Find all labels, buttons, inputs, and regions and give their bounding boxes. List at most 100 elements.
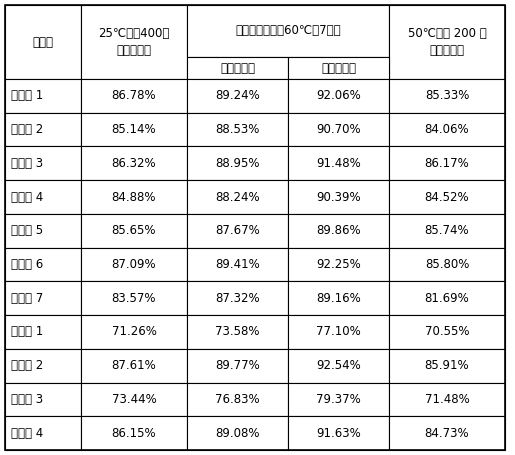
Bar <box>389 113 505 147</box>
Bar <box>288 113 389 147</box>
Bar <box>288 214 389 248</box>
Bar <box>81 214 187 248</box>
Bar <box>5 383 81 416</box>
Text: 实施例 1: 实施例 1 <box>11 89 43 102</box>
Text: 86.32%: 86.32% <box>112 157 157 170</box>
Text: 91.63%: 91.63% <box>316 427 361 440</box>
Bar <box>187 180 288 214</box>
Bar <box>389 416 505 450</box>
Text: 70.55%: 70.55% <box>425 325 469 339</box>
Bar <box>187 383 288 416</box>
Text: 92.25%: 92.25% <box>316 258 361 271</box>
Bar <box>187 79 288 113</box>
Text: 89.41%: 89.41% <box>215 258 260 271</box>
Text: 92.06%: 92.06% <box>316 89 361 102</box>
Bar <box>81 248 187 281</box>
Text: 86.78%: 86.78% <box>112 89 157 102</box>
Text: 实施例 7: 实施例 7 <box>11 292 43 305</box>
Text: 85.91%: 85.91% <box>425 359 469 372</box>
Bar <box>5 315 81 349</box>
Text: 71.48%: 71.48% <box>425 393 469 406</box>
Text: 对比例 3: 对比例 3 <box>11 393 43 406</box>
Text: 88.95%: 88.95% <box>215 157 260 170</box>
Bar <box>389 281 505 315</box>
Text: 87.09%: 87.09% <box>112 258 157 271</box>
Bar <box>288 315 389 349</box>
Bar <box>81 147 187 180</box>
Text: 89.24%: 89.24% <box>215 89 260 102</box>
Bar <box>5 180 81 214</box>
Text: 85.65%: 85.65% <box>112 224 156 237</box>
Text: 实施例 3: 实施例 3 <box>11 157 43 170</box>
Bar <box>5 349 81 383</box>
Bar <box>389 79 505 113</box>
Text: 84.06%: 84.06% <box>425 123 469 136</box>
Text: 89.86%: 89.86% <box>316 224 361 237</box>
Text: 86.15%: 86.15% <box>112 427 157 440</box>
Text: 89.77%: 89.77% <box>215 359 260 372</box>
Bar <box>389 214 505 248</box>
Text: 92.54%: 92.54% <box>316 359 361 372</box>
Bar <box>81 416 187 450</box>
Bar <box>389 349 505 383</box>
Bar <box>187 281 288 315</box>
Text: 84.73%: 84.73% <box>425 427 469 440</box>
Bar <box>187 113 288 147</box>
Bar <box>288 248 389 281</box>
Bar <box>5 147 81 180</box>
Bar <box>187 214 288 248</box>
Bar <box>81 349 187 383</box>
Bar <box>5 416 81 450</box>
Text: 89.16%: 89.16% <box>316 292 361 305</box>
Text: 容量恢复率: 容量恢复率 <box>321 61 356 75</box>
Bar <box>5 113 81 147</box>
Bar <box>81 5 187 79</box>
Text: 实施例 6: 实施例 6 <box>11 258 43 271</box>
Bar <box>389 180 505 214</box>
Text: 87.61%: 87.61% <box>112 359 157 372</box>
Text: 84.52%: 84.52% <box>425 191 469 203</box>
Text: 50℃循环 200 周
容量保持率: 50℃循环 200 周 容量保持率 <box>408 27 486 57</box>
Text: 85.80%: 85.80% <box>425 258 469 271</box>
Bar <box>81 79 187 113</box>
Text: 87.67%: 87.67% <box>215 224 260 237</box>
Text: 85.74%: 85.74% <box>425 224 469 237</box>
Bar <box>288 383 389 416</box>
Text: 对比例 4: 对比例 4 <box>11 427 43 440</box>
Text: 77.10%: 77.10% <box>316 325 361 339</box>
Text: 73.58%: 73.58% <box>215 325 260 339</box>
Text: 87.32%: 87.32% <box>215 292 260 305</box>
Bar <box>5 79 81 113</box>
Text: 73.44%: 73.44% <box>112 393 157 406</box>
Text: 实施例 2: 实施例 2 <box>11 123 43 136</box>
Text: 实施例 4: 实施例 4 <box>11 191 43 203</box>
Bar <box>288 180 389 214</box>
Text: 86.17%: 86.17% <box>425 157 469 170</box>
Text: 85.14%: 85.14% <box>112 123 157 136</box>
Text: 88.53%: 88.53% <box>215 123 260 136</box>
Bar <box>81 315 187 349</box>
Text: 89.08%: 89.08% <box>215 427 260 440</box>
Bar <box>389 147 505 180</box>
Bar <box>187 57 288 79</box>
Text: 90.39%: 90.39% <box>316 191 361 203</box>
Text: 81.69%: 81.69% <box>425 292 469 305</box>
Bar <box>288 281 389 315</box>
Text: 88.24%: 88.24% <box>215 191 260 203</box>
Text: 容量保持率: 容量保持率 <box>220 61 255 75</box>
Text: 85.33%: 85.33% <box>425 89 469 102</box>
Bar <box>5 248 81 281</box>
Text: 90.70%: 90.70% <box>316 123 361 136</box>
Text: 83.57%: 83.57% <box>112 292 156 305</box>
Bar <box>81 281 187 315</box>
Bar <box>5 214 81 248</box>
Text: 对比例 1: 对比例 1 <box>11 325 43 339</box>
Bar <box>187 5 389 57</box>
Bar <box>187 315 288 349</box>
Text: 高温存储数据（60℃，7天）: 高温存储数据（60℃，7天） <box>235 25 341 37</box>
Bar <box>288 57 389 79</box>
Bar <box>5 281 81 315</box>
Text: 84.88%: 84.88% <box>112 191 156 203</box>
Bar <box>187 248 288 281</box>
Bar <box>187 416 288 450</box>
